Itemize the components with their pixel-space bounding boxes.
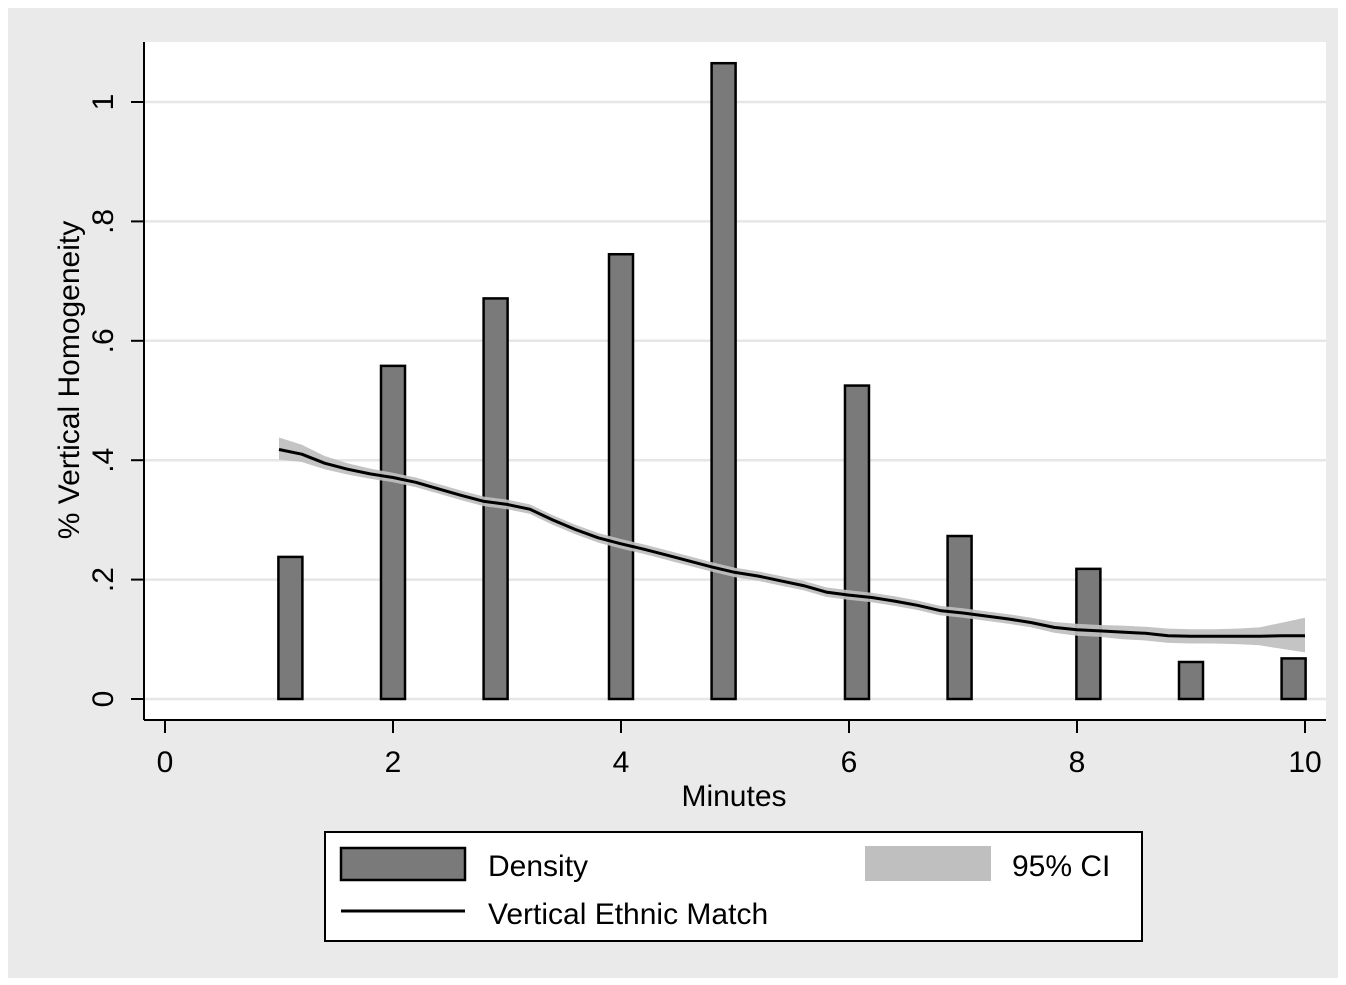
y-tick-label: 0 — [87, 691, 120, 708]
legend-ci-label: 95% CI — [1012, 850, 1110, 883]
x-tick-labels: 0 2 4 6 8 10 — [157, 746, 1322, 779]
axes — [131, 42, 1326, 733]
x-tick-label: 2 — [385, 746, 402, 779]
fit-line-layer — [278, 448, 1305, 638]
x-axis-title: Minutes — [681, 780, 786, 813]
x-tick-label: 10 — [1288, 746, 1321, 779]
density-bar — [843, 384, 871, 701]
density-bar — [1280, 657, 1307, 701]
ci-band — [279, 437, 1305, 653]
y-tick-label: .2 — [87, 567, 120, 592]
y-axis-title: % Vertical Homogeneity — [53, 221, 86, 540]
x-tick-label: 6 — [841, 746, 858, 779]
density-bar — [277, 555, 304, 701]
legend-density-swatch — [339, 846, 467, 882]
y-tick-label: 1 — [87, 94, 120, 111]
density-bar — [379, 364, 407, 701]
density-bar — [710, 61, 737, 701]
legend-ci-swatch — [865, 846, 991, 881]
y-tick-label: .6 — [87, 328, 120, 353]
density-bar — [1177, 660, 1205, 701]
x-tick-label: 4 — [613, 746, 630, 779]
y-tick-label: .4 — [87, 448, 120, 473]
y-tick-label: .8 — [87, 209, 120, 234]
density-bar — [607, 252, 635, 701]
y-tick-labels: 0 .2 .4 .6 .8 1 — [87, 94, 120, 708]
legend: Density 95% CI Vertical Ethnic Match — [324, 831, 1143, 942]
x-tick-label: 8 — [1069, 746, 1086, 779]
legend-line-label: Vertical Ethnic Match — [488, 898, 768, 931]
legend-density-label: Density — [488, 850, 588, 883]
vertical-ethnic-match-line — [278, 448, 1305, 638]
x-tick-label: 0 — [157, 746, 174, 779]
ci-band-layer — [279, 437, 1305, 653]
density-bars — [277, 61, 1307, 701]
